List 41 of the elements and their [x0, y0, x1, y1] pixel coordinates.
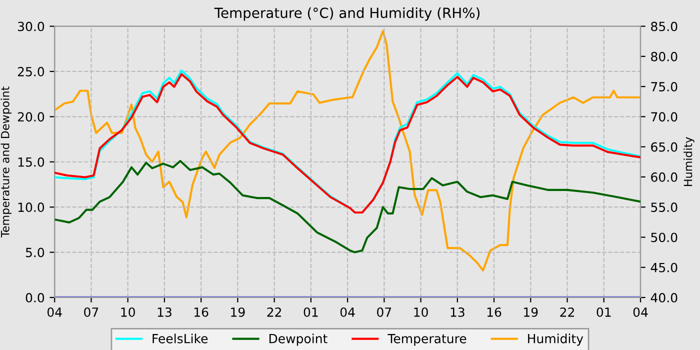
x-tick-label: 10 — [121, 307, 135, 317]
y-tick-label: 15.0 — [18, 157, 44, 167]
y2-tick-label: 70.0 — [651, 112, 678, 122]
legend-label: Temperature — [388, 334, 466, 346]
x-tick-label: 22 — [267, 307, 282, 317]
x-tick-label: 16 — [487, 307, 502, 317]
chart-title: Temperature (°C) and Humidity (RH%) — [214, 7, 480, 21]
x-tick-label: 19 — [231, 307, 245, 317]
x-tick-label: 07 — [84, 307, 98, 317]
x-tick-label: 04 — [633, 307, 648, 317]
y2-tick-label: 40.0 — [650, 292, 678, 302]
y-tick-label: 5.0 — [26, 248, 44, 258]
x-tick-label: 07 — [377, 307, 392, 317]
y2-tick-label: 60.0 — [651, 172, 678, 182]
y2-axis-title: Humidity — [684, 137, 694, 186]
x-tick-label: 04 — [340, 307, 355, 317]
y2-tick-label: 55.0 — [651, 202, 678, 212]
x-tick-label: 04 — [47, 307, 62, 317]
y2-tick-label: 50.0 — [651, 232, 678, 242]
y-tick-label: 10.0 — [18, 202, 44, 212]
x-tick-label: 01 — [596, 307, 611, 317]
y2-tick-label: 75.0 — [651, 82, 678, 92]
y2-tick-label: 45.0 — [650, 262, 678, 272]
y-tick-label: 0.0 — [26, 292, 44, 302]
x-tick-label: 19 — [524, 307, 538, 317]
y-tick-label: 25.0 — [18, 66, 44, 76]
x-tick-label: 01 — [304, 307, 318, 317]
y-tick-label: 20.0 — [18, 112, 44, 122]
y-tick-label: 30.0 — [18, 22, 44, 32]
x-tick-label: 16 — [194, 307, 208, 317]
x-tick-label: 22 — [560, 307, 574, 317]
legend-label: FeelsLike — [152, 334, 208, 344]
y2-tick-label: 80.0 — [651, 52, 678, 62]
legend-label: Dewpoint — [269, 334, 328, 346]
y-axis-title: Temperature and Dewpoint — [0, 86, 12, 238]
y2-tick-label: 65.0 — [651, 142, 678, 152]
x-tick-label: 10 — [414, 307, 428, 317]
y2-tick-label: 85.0 — [651, 22, 678, 32]
legend-label: Humidity — [528, 334, 584, 346]
x-tick-label: 13 — [158, 307, 172, 317]
x-tick-label: 13 — [450, 307, 464, 317]
